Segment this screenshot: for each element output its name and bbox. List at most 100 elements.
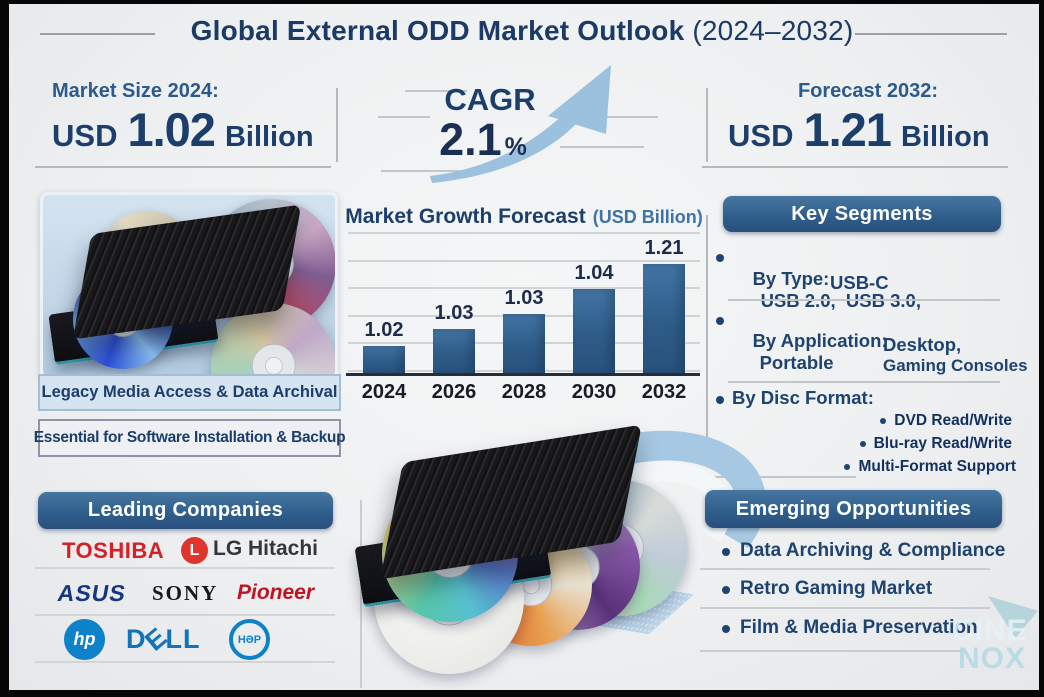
chart-gridline [348,260,700,262]
dell-logo: DELL [126,622,201,657]
bar-value-label: 1.02 [364,319,404,341]
banner-legacy-media: Legacy Media Access & Data Archival [38,374,341,411]
disc-format-item: DVD Read/Write [880,412,1012,430]
bullet-dot [880,418,887,424]
bar [503,314,545,374]
lg-logo-icon: L [181,537,208,564]
stats-underline-right [702,166,1008,168]
bar-value-label: 1.03 [434,302,474,324]
decor-line [560,146,644,148]
x-tick-label: 2026 [431,381,477,403]
bar-value-label: 1.21 [644,237,684,259]
hp-logo-icon: hp [64,619,105,660]
key-segments-header: Key Segments [723,196,1001,232]
banner-software-backup-text: Essential for Software Installation & Ba… [33,429,346,446]
sony-logo: SONY [152,581,219,605]
leading-companies-header: Leading Companies [38,492,333,529]
decor-line [604,116,658,118]
market-size-value: USD 1.02 Billion [52,102,314,157]
page-title-main: Global External ODD Market Outlook [190,15,685,46]
x-tick-label: 2028 [501,381,547,403]
hp-logo-letters: hp [73,629,96,649]
page-title: Global External ODD Market Outlook (2024… [0,15,1044,47]
market-size-number: 1.02 [127,103,215,156]
forecast-label: Forecast 2032: [797,80,939,102]
by-application-label: By Application: [752,330,888,351]
disc-format-bluray: Blu-ray Read/Write [873,435,1012,452]
bullet-dot [716,317,724,325]
forecast-currency: USD [728,118,794,153]
cagr-percent-sign: % [504,133,527,161]
bullet-dot [844,464,851,470]
bar [363,346,405,374]
chart-gridline [348,232,700,234]
bar-group-2026: 1.03 [422,302,486,374]
leading-companies-header-text: Leading Companies [87,499,284,521]
segment-divider [728,381,1000,383]
by-application-desktop: Desktop, [883,334,962,355]
segment-by-application: By Application: Portable [732,308,888,396]
bullet-dot [722,625,730,633]
disc-format-item: Multi-Format Support [844,458,1016,476]
lg-hitachi-logo: LG Hitachi [213,537,319,560]
by-type-values: USB 2.0, USB 3.0, [760,290,921,311]
dell-letter-d: D [126,624,147,654]
chart-title-text: Market Growth Forecast [345,205,586,228]
x-tick-label: 2032 [641,381,687,403]
x-tick-label: 2024 [361,381,407,403]
forecast-number: 1.21 [803,103,891,156]
disc-format-multi: Multi-Format Support [858,458,1016,475]
logo-row-divider [35,614,335,616]
bar-chart-bars: 1.02 1.03 1.03 1.04 1.21 [352,230,696,374]
bar-group-2024: 1.02 [352,319,416,374]
segment-by-type: By Type: USB 2.0, USB 3.0, [732,246,921,334]
emerging-item-retro-gaming: Retro Gaming Market [740,578,933,599]
decor-line [381,170,461,172]
banner-legacy-media-text: Legacy Media Access & Data Archival [41,383,338,401]
disc-format-item: Blu-ray Read/Write [859,435,1012,453]
disc-format-dvd: DVD Read/Write [894,412,1012,429]
emerging-item-archiving: Data Archiving & Compliance [740,540,1006,561]
bullet-dot [716,396,724,404]
asus-logo: ASUS [55,580,129,606]
cagr-label: CAGR [444,82,536,117]
external-drive-illustration [348,405,785,690]
cagr-growth-arrow-icon [430,65,611,183]
banner-software-backup: Essential for Software Installation & Ba… [34,419,346,457]
key-segments-header-text: Key Segments [791,202,933,225]
bullet-dot [859,441,866,447]
bullet-dot [722,548,730,556]
dell-letters-ll: LL [165,624,201,654]
hep-badge-logo-icon: HƏP [229,619,270,660]
toshiba-logo: TOSHIBA [62,538,165,563]
market-size-currency: USD [52,118,118,153]
emerging-divider [700,607,990,609]
lg-logo-letter: L [189,541,200,559]
pioneer-logo: Pioneer [237,581,315,604]
market-size-label: Market Size 2024: [52,80,219,102]
bar-chart-xlabels: 2024 2026 2028 2030 2032 [352,381,696,404]
logo-row-divider [35,661,335,663]
page-title-range: (2024–2032) [692,15,854,46]
hep-badge-letters: HƏP [237,633,262,646]
emerging-opportunities-header: Emerging Opportunities [705,490,1002,528]
watermark-line2: NOX [958,642,1027,675]
by-application-portable: Portable [759,352,834,373]
chart-baseline [346,373,700,376]
bar [573,289,615,374]
chart-title: Market Growth Forecast (USD Billion) [345,205,703,229]
stats-divider-left [336,88,338,162]
emerging-divider [700,650,963,652]
x-tick-label: 2030 [571,381,617,403]
decor-line [405,90,467,92]
bar-group-2032: 1.21 [632,237,696,374]
bar [643,264,685,374]
emerging-item-film-media: Film & Media Preservation [740,617,978,638]
logo-row-divider [35,567,335,569]
forecast-value: USD 1.21 Billion [728,102,990,157]
by-type-label: By Type: [752,268,830,289]
by-type-usbc: USB-C [830,272,889,293]
title-rule-left [40,33,155,35]
stats-divider-right [706,88,708,162]
cagr-number: 2.1 [439,114,502,165]
